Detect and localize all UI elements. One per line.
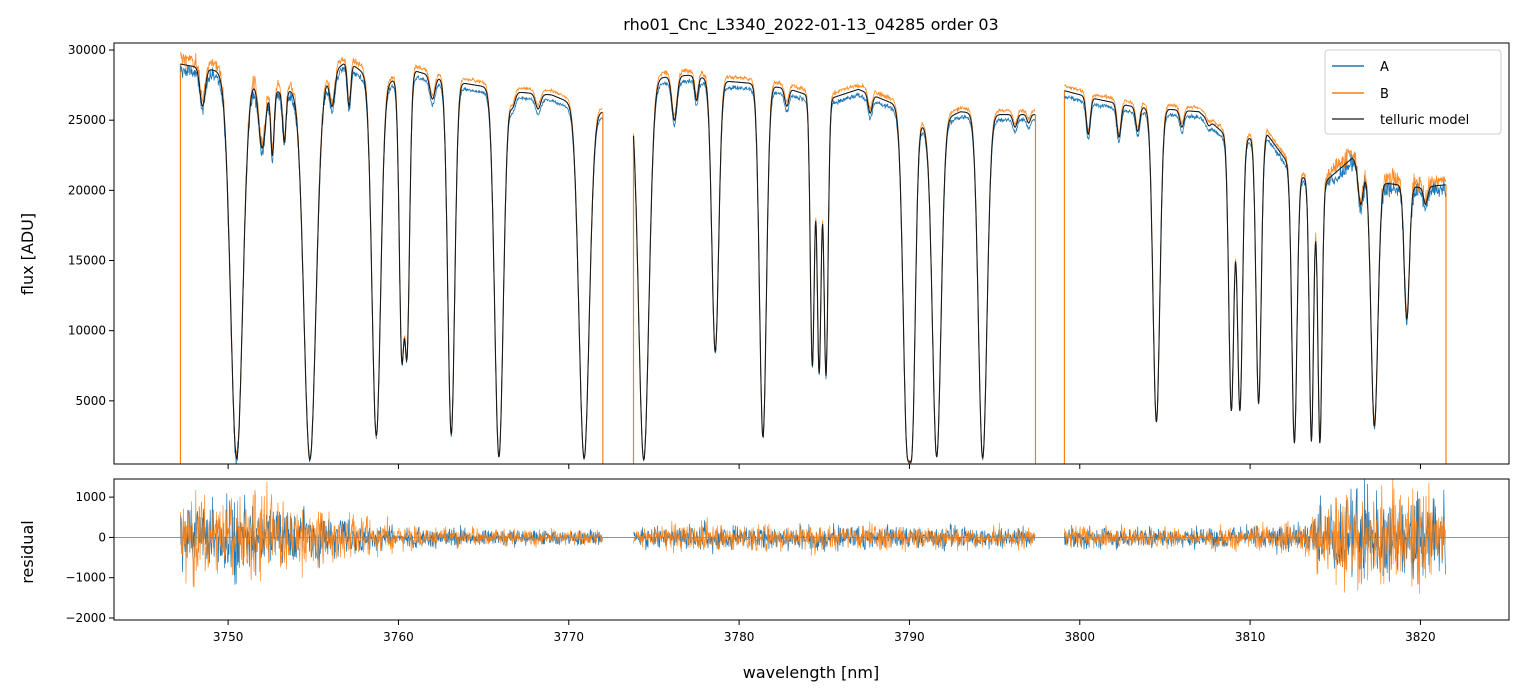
telluric-model-1 (632, 74, 1036, 464)
flux-y-tick-label: 30000 (68, 43, 106, 57)
residual-panel: −2000 −1000 0 1000 3750 3760 3770 3780 3790 3800… (18, 478, 1510, 682)
legend-box (1324, 49, 1502, 135)
series-b-residual-0 (180, 481, 603, 588)
residual-x-tick-label: 3760 (383, 630, 414, 644)
residual-plot-area (114, 479, 1509, 594)
flux-y-tick-label: 20000 (68, 183, 106, 197)
flux-axes-frame (113, 42, 1510, 465)
flux-y-ticks: 5000 10000 15000 20000 25000 30000 (68, 43, 114, 408)
flux-y-tick-label: 15000 (68, 254, 106, 268)
flux-plot-area (179, 51, 1447, 464)
flux-y-tick-label: 25000 (68, 113, 106, 127)
residual-x-ticks: 3750 3760 3770 3780 3790 3800 3810 3820 (213, 620, 1436, 644)
residual-x-tick-label: 3790 (894, 630, 925, 644)
legend-label-b: B (1380, 87, 1389, 102)
flux-y-tick-label: 10000 (68, 324, 106, 338)
chart-title: rho01_Cnc_L3340_2022-01-13_04285 order 0… (623, 15, 998, 35)
residual-y-tick-label: −1000 (65, 571, 106, 585)
telluric-model-0 (180, 63, 603, 462)
x-axis-label: wavelength [nm] (743, 663, 880, 682)
telluric-model-2 (1064, 90, 1446, 444)
residual-x-tick-label: 3750 (213, 630, 244, 644)
flux-y-axis-label: flux [ADU] (18, 213, 37, 295)
residual-x-tick-label: 3820 (1405, 630, 1436, 644)
flux-y-tick-label: 5000 (75, 394, 106, 408)
series-b-flux-0 (180, 51, 603, 459)
residual-y-tick-label: −2000 (65, 611, 106, 625)
residual-y-ticks: −2000 −1000 0 1000 (65, 490, 114, 625)
legend-label-telluric: telluric model (1380, 113, 1469, 128)
residual-x-tick-label: 3780 (724, 630, 755, 644)
residual-x-tick-label: 3770 (554, 630, 585, 644)
series-b-residual-1 (633, 516, 1036, 556)
series-b-residual-2 (1064, 479, 1446, 594)
series-b-flux-1 (633, 68, 1036, 463)
series-a-flux-1 (633, 78, 1036, 464)
legend: A B telluric model (1324, 49, 1502, 135)
residual-y-axis-label: residual (18, 520, 37, 583)
residual-y-tick-label: 1000 (75, 490, 106, 504)
series-a-flux-2 (1064, 95, 1446, 444)
residual-x-tick-label: 3810 (1235, 630, 1266, 644)
legend-label-a: A (1380, 60, 1389, 75)
residual-y-tick-label: 0 (98, 530, 106, 544)
residual-axes-frame (113, 478, 1510, 621)
flux-x-ticks (227, 464, 1421, 469)
flux-panel: 5000 10000 15000 20000 25000 30000 flux [ADU]… (18, 42, 1510, 469)
residual-x-tick-label: 3800 (1064, 630, 1095, 644)
